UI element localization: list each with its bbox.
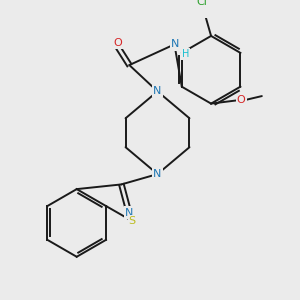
Text: N: N	[125, 208, 133, 218]
Text: S: S	[129, 216, 136, 226]
Text: N: N	[153, 86, 162, 96]
Text: H: H	[182, 49, 189, 59]
Text: N: N	[153, 169, 162, 179]
Text: O: O	[237, 95, 245, 105]
Text: N: N	[171, 39, 180, 50]
Text: Cl: Cl	[196, 0, 207, 7]
Text: O: O	[114, 38, 122, 47]
